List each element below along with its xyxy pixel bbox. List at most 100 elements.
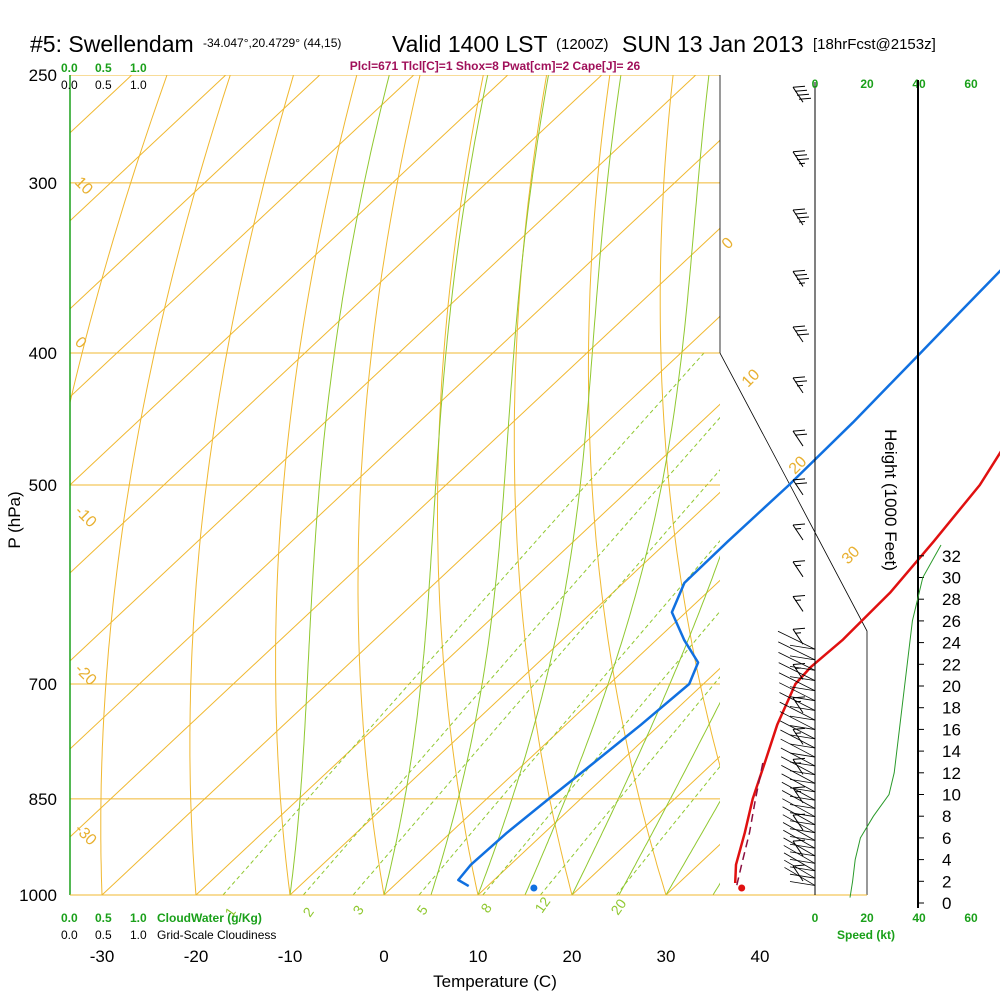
wind-barb [792, 376, 808, 394]
speed-tick-label-bottom: 60 [964, 911, 978, 925]
wind-barb-half-feather [798, 282, 806, 284]
wind-barb-feather [789, 843, 816, 849]
wind-barb-staff [781, 765, 816, 784]
height-tick-label: 28 [942, 590, 961, 609]
dry-adiabat-line [100, 75, 231, 895]
wind-barb [792, 85, 812, 103]
dry-adiabat-label: -30 [71, 821, 99, 849]
height-tick-label: 32 [942, 547, 961, 566]
wind-barb [792, 523, 806, 541]
height-wind-panel: 0020204040606002468101214161820222426283… [812, 77, 978, 925]
wind-barb-feather [789, 725, 816, 730]
wind-barb-staff [778, 641, 816, 661]
height-tick-label: 8 [942, 807, 951, 826]
dry-adiabat-line [797, 75, 948, 895]
mixing-ratio-line [418, 540, 720, 895]
moist-adiabat-line [571, 555, 720, 895]
surface-dewpoint-point [530, 884, 538, 892]
wind-barb-half-feather [794, 599, 802, 601]
isotherm-line [383, 579, 720, 895]
dry-adiabat-line [513, 75, 573, 895]
moist-adiabat-line [430, 75, 549, 895]
wind-barb [792, 627, 806, 645]
isotherm-line [70, 75, 321, 310]
speed-tick-label-bottom: 0 [812, 911, 819, 925]
wind-barb [792, 478, 808, 496]
pressure-tick-label: 850 [29, 790, 57, 809]
sounding-series [457, 269, 1000, 892]
wind-barb-staff [792, 628, 804, 645]
mixing-ratio-line [540, 676, 720, 895]
isotherm-line [477, 667, 720, 895]
cloudiness-scale-bottom-0: 0.0 [61, 928, 78, 942]
wind-barb-feather [789, 828, 816, 834]
dry-adiabat-line [437, 75, 484, 895]
cloud-water-scale-top-2: 1.0 [130, 61, 147, 75]
temperature-line [733, 450, 1000, 884]
wind-barb-feather [794, 329, 808, 332]
height-axis-title: Height (1000 Feet) [881, 429, 900, 571]
moist-adiabat-label: 30 [839, 543, 864, 568]
x-axis-title: Temperature (C) [433, 972, 557, 991]
surface-temperature-point [738, 884, 746, 892]
wind-barb-feather [794, 212, 808, 215]
speed-axis-title: Speed (kt) [837, 928, 895, 942]
height-tick-label: 24 [942, 634, 961, 653]
wind-barb-feather [789, 686, 816, 692]
wind-barb-feather [792, 786, 806, 789]
wind-barb-feather [792, 478, 806, 481]
mixing-ratio-line [482, 610, 720, 895]
wind-barb-feather [792, 594, 806, 597]
wind-barb-feather [796, 216, 810, 219]
wind-barb-staff [792, 865, 804, 882]
wind-barb-feather [789, 734, 816, 740]
pressure-tick-label: 400 [29, 344, 57, 363]
wind-barb-feather [792, 376, 806, 379]
wind-barb-staff [792, 524, 804, 541]
wind-barb-half-feather [794, 632, 802, 634]
wind-barb-staff [777, 630, 816, 650]
wind-barb-staff [792, 596, 804, 612]
wind-barb-staff [783, 852, 816, 872]
wind-barb-half-feather [794, 564, 802, 567]
wind-barb-staff [783, 845, 816, 864]
height-tick-label: 10 [942, 786, 961, 805]
dry-adiabat-line [926, 75, 1000, 895]
wind-barb [792, 325, 810, 343]
valid-date: SUN 13 Jan 2013 [622, 31, 804, 57]
wind-barb-staff [783, 829, 816, 849]
wind-barb-staff [792, 814, 804, 831]
dry-adiabat-line [587, 75, 667, 895]
height-tick-label: 4 [942, 851, 951, 870]
cloudiness-scale-bottom-2: 1.0 [130, 928, 147, 942]
zulu-time: (1200Z) [556, 36, 609, 53]
wind-barb-feather [789, 836, 816, 841]
mixing-ratio-line [616, 765, 720, 895]
dewpoint-line [457, 269, 1000, 888]
temperature-tick-label: -30 [90, 947, 115, 966]
wind-barb-feather [792, 839, 806, 842]
wind-barb-staff [792, 787, 804, 804]
height-tick-label: 14 [942, 742, 961, 761]
temperature-tick-label: -10 [278, 947, 303, 966]
wind-barb-feather [789, 706, 816, 711]
dry-adiabat-line [275, 75, 358, 895]
height-tick-label: 0 [942, 894, 951, 913]
wind-barb-feather [792, 150, 806, 153]
station-coords: -34.047°,20.4729° (44,15) [203, 36, 341, 50]
cloud-water-scale-bottom-1: 0.5 [95, 911, 112, 925]
wind-barb-feather [794, 273, 808, 276]
height-tick-label: 30 [942, 569, 961, 588]
isotherm-line [289, 491, 720, 895]
right-boundary-line [719, 352, 868, 895]
wind-barb-half-feather [798, 162, 806, 165]
wind-barb [792, 560, 806, 578]
wind-barb-half-feather [794, 527, 802, 530]
speed-tick-label-top: 40 [912, 77, 926, 91]
wind-barb-half-feather [796, 384, 804, 387]
wind-barb [792, 594, 806, 612]
wind-barb-half-feather [794, 790, 802, 793]
speed-tick-label-top: 20 [860, 77, 874, 91]
